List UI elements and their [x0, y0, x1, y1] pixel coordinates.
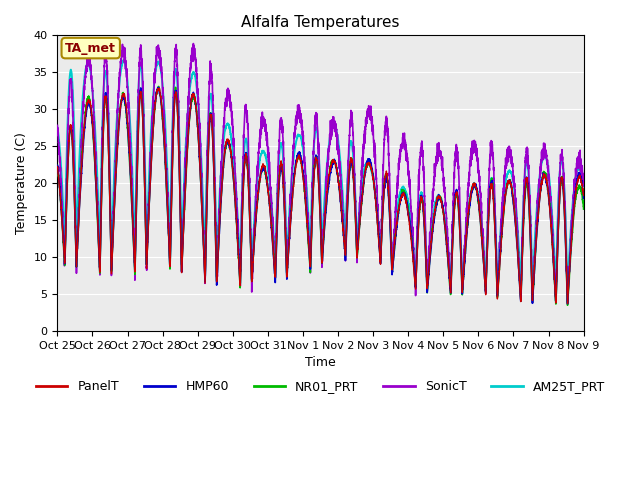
X-axis label: Time: Time	[305, 356, 336, 369]
Y-axis label: Temperature (C): Temperature (C)	[15, 132, 28, 234]
Legend: PanelT, HMP60, NR01_PRT, SonicT, AM25T_PRT: PanelT, HMP60, NR01_PRT, SonicT, AM25T_P…	[31, 375, 610, 398]
Text: TA_met: TA_met	[65, 42, 116, 55]
Title: Alfalfa Temperatures: Alfalfa Temperatures	[241, 15, 400, 30]
